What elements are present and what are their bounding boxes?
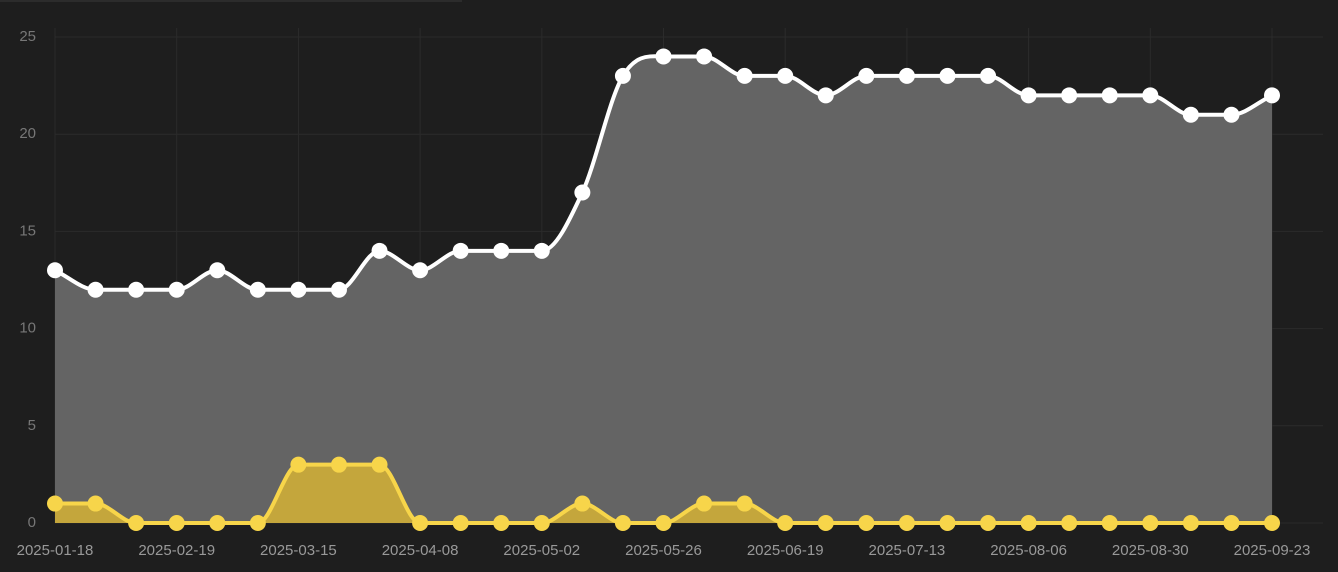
point bbox=[47, 262, 63, 279]
x-tick-label: 2025-01-18 bbox=[17, 542, 94, 559]
point bbox=[290, 456, 307, 473]
point bbox=[1182, 106, 1199, 123]
point bbox=[1142, 87, 1159, 104]
point bbox=[980, 515, 997, 531]
point bbox=[290, 281, 307, 298]
point bbox=[1142, 515, 1159, 531]
area bbox=[55, 56, 1272, 523]
x-tick-label: 2025-05-02 bbox=[503, 542, 580, 559]
point bbox=[1101, 87, 1118, 104]
point bbox=[1223, 106, 1240, 123]
point bbox=[817, 515, 834, 531]
x-tick-label: 2025-03-15 bbox=[260, 542, 337, 559]
point bbox=[168, 515, 185, 531]
point bbox=[533, 242, 550, 259]
point bbox=[696, 48, 713, 65]
point bbox=[939, 67, 956, 84]
y-tick-label: 15 bbox=[19, 222, 36, 239]
point bbox=[1020, 87, 1037, 104]
x-tick-label: 2025-07-13 bbox=[869, 542, 946, 559]
point bbox=[858, 515, 875, 531]
point bbox=[1061, 515, 1078, 531]
y-tick-label: 25 bbox=[19, 28, 36, 45]
point bbox=[493, 515, 510, 531]
point bbox=[452, 242, 469, 259]
point bbox=[736, 67, 753, 84]
point bbox=[87, 281, 104, 298]
x-tick-label: 2025-05-26 bbox=[625, 542, 702, 559]
point bbox=[47, 495, 63, 512]
point bbox=[330, 281, 347, 298]
x-tick-label: 2025-09-23 bbox=[1234, 542, 1311, 559]
point bbox=[1101, 515, 1118, 531]
point bbox=[168, 281, 185, 298]
point bbox=[371, 242, 388, 259]
point bbox=[249, 515, 266, 531]
top-bar bbox=[0, 0, 462, 2]
point bbox=[1061, 87, 1078, 104]
point bbox=[574, 495, 591, 512]
point bbox=[87, 495, 104, 512]
point bbox=[412, 262, 429, 279]
y-tick-label: 0 bbox=[28, 514, 36, 531]
point bbox=[493, 242, 510, 259]
point bbox=[412, 515, 429, 531]
point bbox=[128, 281, 145, 298]
point bbox=[209, 262, 226, 279]
point bbox=[330, 456, 347, 473]
point bbox=[655, 48, 672, 65]
point bbox=[898, 515, 915, 531]
point bbox=[898, 67, 915, 84]
point bbox=[980, 67, 997, 84]
x-tick-label: 2025-02-19 bbox=[138, 542, 215, 559]
point bbox=[1264, 515, 1280, 531]
x-tick-label: 2025-08-30 bbox=[1112, 542, 1189, 559]
point bbox=[858, 67, 875, 84]
y-tick-label: 5 bbox=[28, 417, 36, 434]
point bbox=[614, 515, 631, 531]
point bbox=[777, 67, 794, 84]
point bbox=[371, 456, 388, 473]
point bbox=[533, 515, 550, 531]
point bbox=[209, 515, 226, 531]
x-tick-label: 2025-04-08 bbox=[382, 542, 459, 559]
y-tick-label: 20 bbox=[19, 125, 36, 142]
x-tick-label: 2025-08-06 bbox=[990, 542, 1067, 559]
point bbox=[655, 515, 672, 531]
point bbox=[1182, 515, 1199, 531]
point bbox=[614, 67, 631, 84]
x-tick-label: 2025-06-19 bbox=[747, 542, 824, 559]
y-tick-label: 10 bbox=[19, 320, 36, 337]
point bbox=[939, 515, 956, 531]
point bbox=[1223, 515, 1240, 531]
point bbox=[128, 515, 145, 531]
point bbox=[574, 184, 591, 201]
point bbox=[1264, 87, 1280, 104]
point bbox=[249, 281, 266, 298]
point bbox=[736, 495, 753, 512]
point bbox=[1020, 515, 1037, 531]
point bbox=[696, 495, 713, 512]
point bbox=[452, 515, 469, 531]
point bbox=[817, 87, 834, 104]
point bbox=[777, 515, 794, 531]
area bbox=[55, 464, 1272, 523]
